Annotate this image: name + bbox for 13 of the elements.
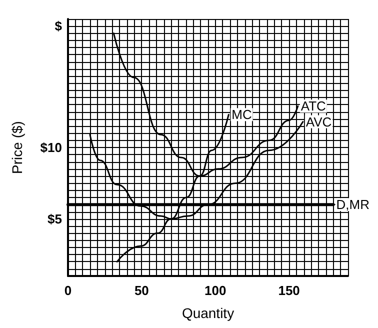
- y-tick-label: $10: [40, 140, 62, 155]
- x-tick-label: 150: [278, 283, 300, 298]
- y-tick-label: $: [54, 18, 63, 34]
- series-label: D,MR: [336, 197, 370, 212]
- x-tick-label: 100: [204, 283, 226, 298]
- x-tick-label: 50: [134, 283, 149, 298]
- y-tick-label: $5: [48, 211, 62, 226]
- x-tick-label: 0: [64, 283, 72, 298]
- series-label: MC: [232, 107, 252, 122]
- y-axis-title: Price ($): [9, 121, 25, 174]
- series-label: ATC: [300, 98, 326, 114]
- x-axis-title: Quantity: [182, 305, 234, 321]
- series-label: AVC: [306, 114, 332, 130]
